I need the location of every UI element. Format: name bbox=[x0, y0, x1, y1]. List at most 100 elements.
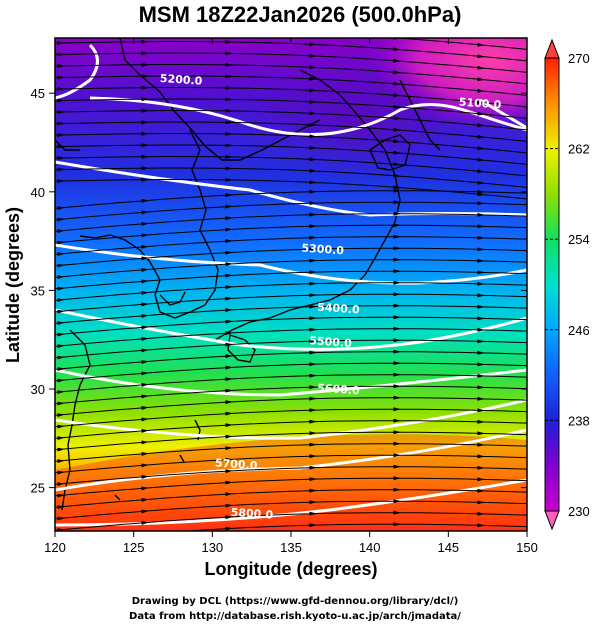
wind-arrowhead bbox=[225, 503, 233, 508]
wind-arrowhead bbox=[225, 109, 233, 113]
wind-arrowhead bbox=[393, 162, 401, 167]
wind-arrowhead bbox=[57, 98, 65, 103]
wind-arrowhead bbox=[141, 314, 149, 318]
wind-arrowhead bbox=[141, 97, 149, 102]
wind-arrowhead bbox=[309, 99, 317, 104]
streamline bbox=[55, 466, 527, 485]
wind-arrowhead bbox=[393, 150, 401, 155]
wind-arrowhead bbox=[477, 146, 485, 151]
wind-arrowhead bbox=[57, 493, 65, 498]
x-tick-label: 150 bbox=[516, 540, 538, 555]
wind-arrowhead bbox=[225, 331, 233, 336]
wind-arrowhead bbox=[57, 505, 65, 509]
streamline bbox=[55, 477, 527, 497]
wind-arrowhead bbox=[477, 523, 485, 528]
wind-arrowhead bbox=[225, 296, 233, 301]
wind-arrowhead bbox=[225, 143, 233, 148]
wind-arrowhead bbox=[477, 54, 485, 59]
wind-arrowhead bbox=[477, 111, 485, 116]
wind-arrowhead bbox=[393, 510, 401, 515]
wind-arrowhead bbox=[309, 258, 317, 263]
wind-arrowhead bbox=[309, 396, 317, 401]
wind-arrowhead bbox=[225, 388, 233, 393]
wind-arrowhead bbox=[57, 367, 65, 371]
wind-arrowhead bbox=[309, 385, 317, 390]
wind-arrowhead bbox=[477, 535, 485, 539]
map-title: MSM 18Z22Jan2026 (500.0hPa) bbox=[139, 2, 462, 27]
wind-arrowhead bbox=[477, 362, 485, 367]
wind-arrowhead bbox=[225, 446, 233, 451]
wind-arrowhead bbox=[57, 229, 65, 233]
x-tick-label: 130 bbox=[201, 540, 223, 555]
y-axis-label: Latitude (degrees) bbox=[3, 207, 23, 363]
wind-arrowhead bbox=[309, 488, 317, 493]
wind-arrowhead bbox=[477, 169, 485, 174]
wind-arrowhead bbox=[309, 511, 317, 516]
wind-arrowhead bbox=[57, 436, 65, 440]
wind-arrowhead bbox=[309, 339, 317, 344]
streamline bbox=[55, 63, 527, 85]
wind-arrowhead bbox=[141, 131, 149, 136]
wind-arrowhead bbox=[57, 332, 65, 337]
streamline bbox=[55, 109, 527, 131]
wind-arrowhead bbox=[393, 269, 401, 274]
wind-arrowhead bbox=[393, 47, 401, 52]
streamline bbox=[55, 190, 527, 209]
wind-arrowhead bbox=[393, 81, 401, 86]
wind-arrowhead bbox=[225, 423, 233, 428]
streamline bbox=[55, 328, 527, 347]
streamline bbox=[55, 512, 527, 531]
wind-arrowhead bbox=[57, 156, 65, 160]
wind-arrowhead bbox=[225, 457, 233, 462]
wind-arrowhead bbox=[309, 157, 317, 162]
wind-arrowhead bbox=[393, 384, 401, 389]
streamline bbox=[55, 443, 527, 462]
wind-arrowhead bbox=[57, 309, 65, 314]
wind-arrowhead bbox=[309, 168, 317, 173]
wind-arrowhead bbox=[57, 482, 65, 486]
wind-arrowhead bbox=[477, 419, 485, 424]
wind-arrowhead bbox=[393, 223, 401, 228]
wind-arrowhead bbox=[393, 499, 401, 504]
wind-arrowhead bbox=[226, 29, 234, 33]
wind-arrowhead bbox=[141, 268, 149, 272]
wind-arrowhead bbox=[225, 193, 233, 198]
wind-arrowhead bbox=[225, 239, 233, 244]
wind-arrowhead bbox=[225, 342, 233, 347]
wind-streamlines bbox=[55, 29, 527, 539]
streamline bbox=[55, 305, 527, 324]
wind-arrowhead bbox=[225, 354, 233, 359]
wind-arrowhead bbox=[477, 454, 485, 459]
wind-arrowhead bbox=[309, 477, 317, 482]
wind-arrowhead bbox=[141, 360, 149, 364]
streamline bbox=[390, 38, 527, 50]
wind-arrowhead bbox=[141, 509, 149, 514]
wind-arrowhead bbox=[57, 64, 65, 68]
streamline bbox=[55, 224, 527, 244]
wind-arrowhead bbox=[477, 488, 485, 493]
streamline bbox=[55, 259, 527, 278]
wind-arrowhead bbox=[393, 430, 401, 435]
wind-arrowhead bbox=[393, 326, 401, 331]
wind-arrowhead bbox=[57, 263, 65, 268]
y-axis-ticks: 25 30 35 40 45 bbox=[31, 86, 527, 496]
wind-arrowhead bbox=[225, 166, 233, 171]
wind-arrowhead bbox=[141, 498, 149, 502]
wind-arrowhead bbox=[57, 252, 65, 256]
y-tick-label: 45 bbox=[31, 86, 45, 101]
wind-arrowhead bbox=[477, 293, 485, 298]
wind-arrowhead bbox=[477, 385, 485, 390]
warm-band bbox=[55, 434, 527, 531]
wind-arrowhead bbox=[225, 515, 233, 520]
wind-arrowhead bbox=[309, 281, 317, 286]
wind-arrowhead bbox=[477, 350, 485, 355]
wind-arrowhead bbox=[477, 270, 485, 275]
wind-arrowhead bbox=[393, 361, 401, 366]
streamline bbox=[180, 523, 527, 531]
wind-arrowhead bbox=[309, 247, 317, 252]
wind-arrowhead bbox=[57, 413, 65, 417]
wind-arrowhead bbox=[141, 39, 149, 44]
wind-arrowhead bbox=[309, 212, 317, 217]
colorbar-bottom-triangle bbox=[544, 510, 560, 531]
